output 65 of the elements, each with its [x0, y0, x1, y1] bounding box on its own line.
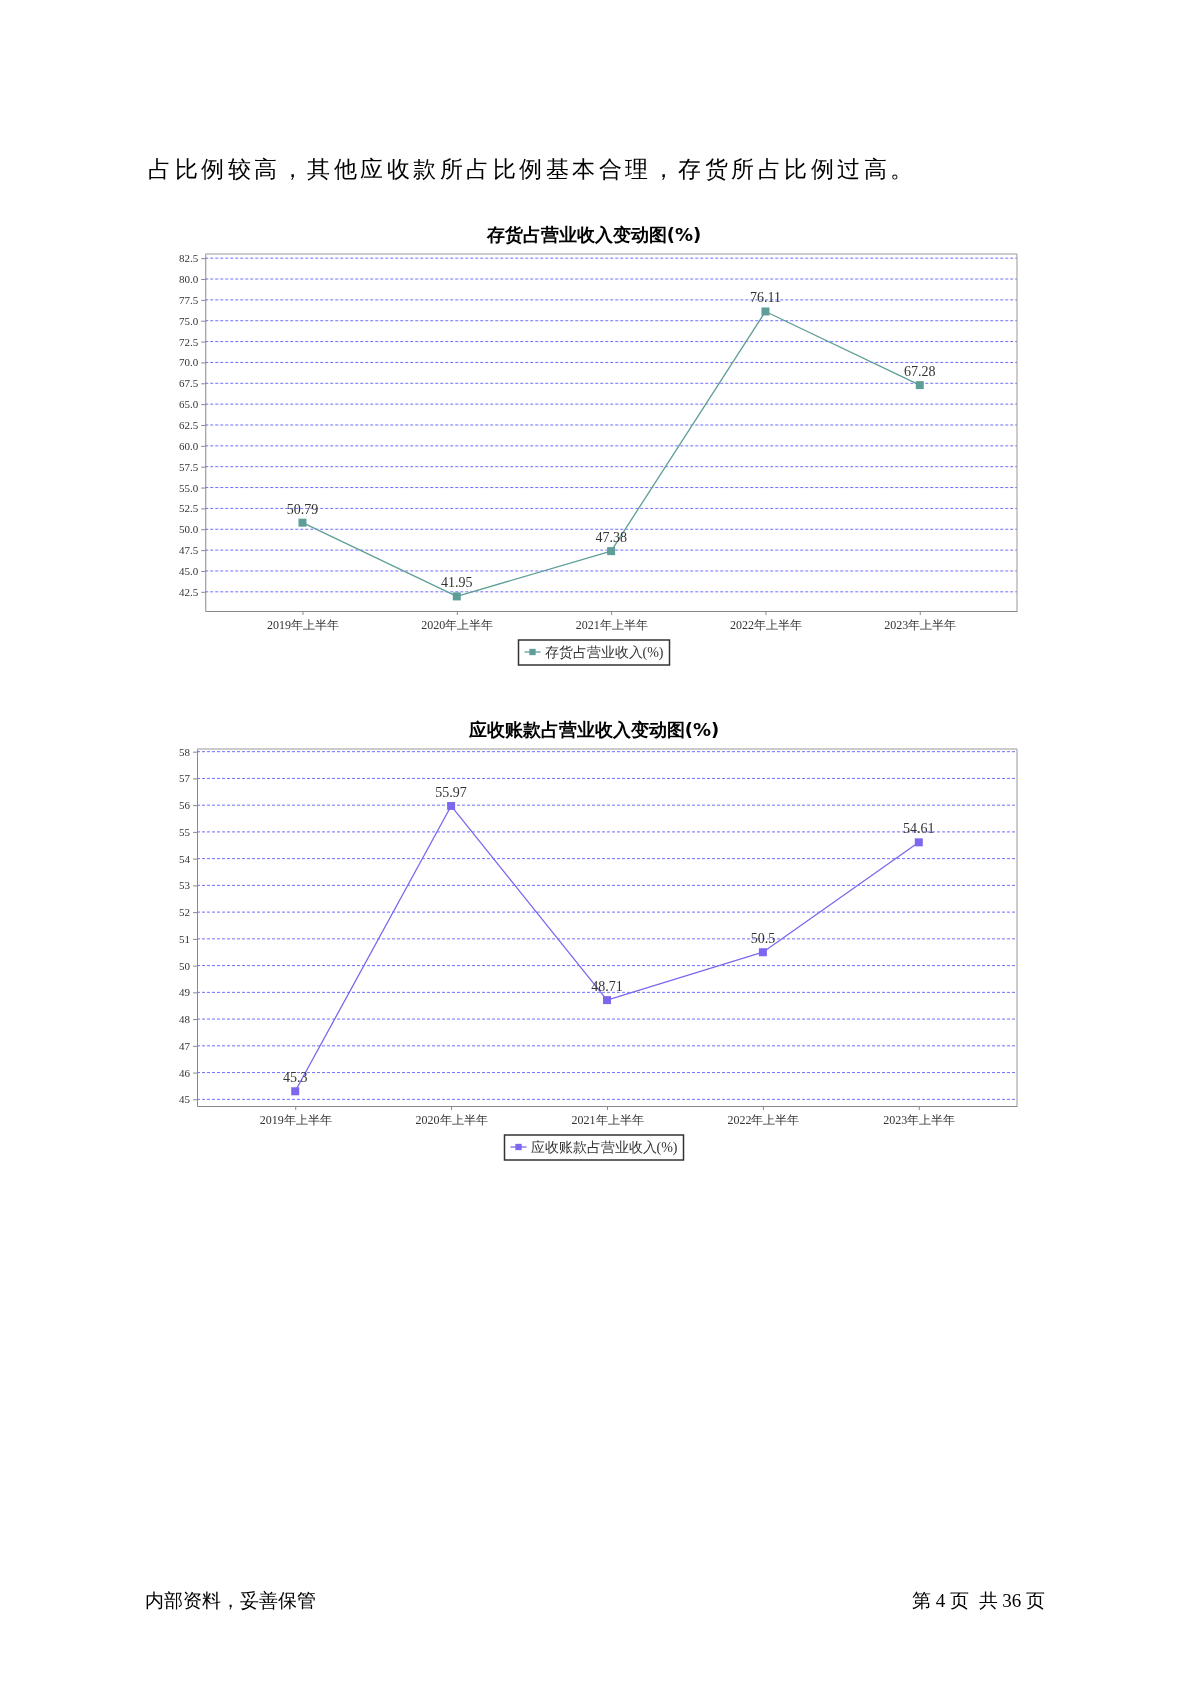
x-tick-label: 2023年上半年: [884, 617, 957, 632]
y-tick-label: 50.0: [179, 523, 199, 536]
data-label: 54.61: [903, 821, 935, 837]
data-label: 67.28: [904, 364, 936, 380]
point: [452, 592, 461, 601]
y-tick-label: 53: [179, 879, 191, 892]
x-tick-label: 2023年上半年: [883, 1112, 956, 1127]
y-tick-label: 51: [179, 932, 190, 945]
y-tick-label: 67.5: [179, 377, 199, 390]
y-tick-label: 54: [179, 852, 191, 865]
text: 占比例较高，其他应收款所占比例基本合理，存货所占比例过高。: [148, 156, 917, 184]
point: [761, 307, 770, 316]
y-tick-label: 50: [179, 959, 191, 972]
y-tick-label: 55: [179, 825, 191, 838]
legend-label: 应收账款占营业收入(%): [530, 1139, 678, 1156]
legend-label: 存货占营业收入(%): [544, 644, 664, 661]
data-label: 50.5: [750, 931, 776, 947]
point: [915, 381, 924, 390]
y-tick-label: 55.0: [179, 481, 199, 494]
y-tick-label: 42.5: [179, 585, 199, 598]
y-tick-label: 75.0: [179, 314, 199, 327]
y-tick-label: 58: [179, 745, 191, 758]
y-tick-label: 80.0: [179, 273, 199, 286]
y-tick-label: 57: [179, 772, 191, 785]
point: [298, 518, 307, 527]
point: [914, 838, 923, 847]
text: 第 4 页 共 36 页: [912, 1589, 1045, 1613]
data-label: 55.97: [435, 784, 467, 800]
chart-title: 应收账款占营业收入变动图(%): [467, 719, 720, 740]
y-tick-label: 46: [179, 1066, 191, 1079]
y-tick-label: 65.0: [179, 398, 199, 411]
x-tick-label: 2021年上半年: [571, 1112, 644, 1127]
x-tick-label: 2019年上半年: [259, 1112, 332, 1127]
y-tick-label: 49: [179, 986, 191, 999]
y-tick-label: 56: [179, 799, 191, 812]
point: [603, 996, 611, 1005]
y-tick-label: 72.5: [179, 335, 199, 348]
y-tick-label: 62.5: [179, 419, 199, 432]
y-tick-label: 45.0: [179, 564, 199, 577]
x-tick-label: 2020年上半年: [415, 1112, 488, 1127]
x-tick-label: 2022年上半年: [729, 617, 802, 632]
y-tick-label: 57.5: [179, 460, 199, 473]
x-tick-label: 2019年上半年: [266, 617, 339, 632]
x-tick-label: 2020年上半年: [421, 617, 494, 632]
data-label: 50.79: [286, 501, 319, 517]
point: [291, 1087, 300, 1096]
data-label: 41.95: [441, 575, 473, 591]
y-tick-label: 77.5: [179, 293, 199, 306]
y-tick-label: 70.0: [179, 356, 199, 369]
chart-title: 存货占营业收入变动图(%): [485, 224, 702, 245]
y-tick-label: 60.0: [179, 439, 199, 452]
point: [607, 547, 616, 556]
text: 内部资料，妥善保管: [145, 1589, 316, 1613]
y-tick-label: 47: [179, 1039, 191, 1052]
y-tick-label: 45: [179, 1093, 191, 1106]
point: [758, 948, 767, 957]
point: [447, 801, 456, 810]
y-tick-label: 48: [179, 1013, 191, 1026]
y-tick-label: 47.5: [179, 544, 199, 557]
y-tick-label: 82.5: [179, 252, 199, 265]
y-tick-label: 52.5: [179, 502, 199, 515]
x-tick-label: 2021年上半年: [575, 617, 648, 632]
y-tick-label: 52: [179, 906, 190, 919]
data-label: 76.11: [749, 290, 781, 306]
x-tick-label: 2022年上半年: [727, 1112, 800, 1127]
